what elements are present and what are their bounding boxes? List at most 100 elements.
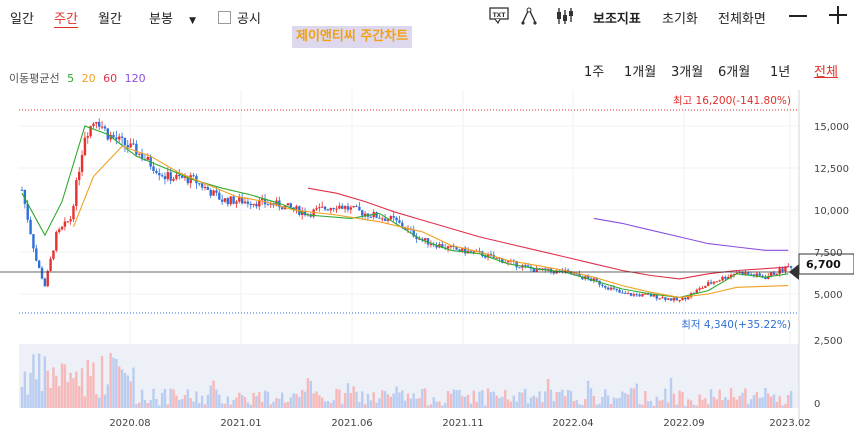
candle-body <box>772 272 776 275</box>
txt-icon[interactable]: TXT <box>489 6 509 24</box>
tab-minute[interactable]: 분봉 ▼ <box>149 8 196 27</box>
volume-bar <box>552 401 556 408</box>
volume-bar <box>406 393 410 408</box>
candle-body <box>383 218 387 221</box>
drawing-icon[interactable] <box>520 6 538 26</box>
period-6m[interactable]: 6개월 <box>718 65 751 80</box>
volume-bar <box>684 405 687 408</box>
volume-bar <box>592 395 596 408</box>
volume-bar <box>223 403 227 408</box>
volume-bar <box>212 380 215 408</box>
volume-bar <box>189 398 192 408</box>
volume-bar <box>206 394 210 408</box>
candle-body <box>524 265 527 267</box>
volume-bar <box>484 405 487 408</box>
ma-60-label: 60 <box>103 72 118 85</box>
y-tick-label: 5,000 <box>814 290 843 301</box>
volume-bar <box>575 399 578 408</box>
candle-body <box>501 258 504 263</box>
volume-bar <box>718 389 721 408</box>
candle-body <box>646 293 650 295</box>
volume-bar <box>280 392 284 408</box>
candle-body <box>235 201 238 204</box>
candle-body <box>695 289 698 294</box>
volume-bar <box>749 399 753 408</box>
volume-bar <box>641 404 644 408</box>
candle-body <box>43 278 47 287</box>
candle-body <box>572 273 576 275</box>
volume-bar <box>687 399 690 408</box>
disclosure-checkbox[interactable] <box>218 11 231 24</box>
candle-body <box>135 143 138 155</box>
chevron-down-icon[interactable]: ▼ <box>189 16 196 26</box>
candle-body <box>569 271 573 274</box>
candle-body <box>401 222 404 228</box>
candle-body <box>669 298 673 301</box>
candle-body <box>29 219 32 235</box>
candle-body <box>378 217 381 219</box>
volume-bar <box>443 402 447 408</box>
candle-body <box>166 172 170 180</box>
candle-body <box>546 268 550 271</box>
period-all[interactable]: 전체 <box>814 65 838 80</box>
candle-body <box>260 198 264 201</box>
candle-body <box>412 229 415 237</box>
candle-body <box>586 276 590 279</box>
fullscreen-button[interactable]: 전체화면 <box>718 12 766 27</box>
volume-bar <box>747 403 750 408</box>
x-tick-label: 2021.11 <box>442 418 483 429</box>
y-tick-label: 12,500 <box>814 164 849 175</box>
volume-bar <box>403 400 407 408</box>
candle-body <box>75 180 78 206</box>
candle-body <box>23 189 27 204</box>
volume-bar <box>226 396 230 408</box>
ma-legend-label: 이동평균선 <box>9 72 60 85</box>
candle-body <box>418 238 421 240</box>
volume-bar <box>361 391 364 408</box>
period-3m[interactable]: 3개월 <box>671 65 704 80</box>
volume-bar <box>40 391 44 408</box>
volume-bar <box>355 391 358 408</box>
volume-bar <box>541 402 544 408</box>
candle-body <box>203 187 207 189</box>
disclosure-label: 공시 <box>237 12 261 27</box>
period-1y[interactable]: 1년 <box>770 65 791 80</box>
volume-bar <box>138 402 141 408</box>
volume-bar <box>112 357 115 408</box>
disclosure-toggle[interactable]: 공시 <box>218 8 261 27</box>
minus-icon[interactable] <box>788 8 808 24</box>
candle-body <box>140 153 144 160</box>
candle-body <box>752 274 756 276</box>
volume-bar <box>289 397 292 408</box>
candle-body <box>315 208 318 210</box>
candle-icon[interactable] <box>555 6 575 26</box>
volume-bar <box>37 353 41 408</box>
candle-body <box>341 205 344 209</box>
candle-body <box>129 143 132 148</box>
tab-monthly[interactable]: 월간 <box>98 12 122 27</box>
tab-weekly[interactable]: 주간 <box>54 8 78 28</box>
reset-button[interactable]: 초기화 <box>662 12 698 27</box>
candle-body <box>421 238 424 241</box>
volume-bar <box>346 383 350 408</box>
period-1m[interactable]: 1개월 <box>624 65 657 80</box>
volume-bar <box>383 391 387 408</box>
volume-bar <box>469 403 473 408</box>
candle-body <box>66 221 69 223</box>
candle-body <box>629 293 633 296</box>
candle-body <box>495 257 498 259</box>
plus-icon[interactable] <box>828 5 848 25</box>
volume-bar <box>298 396 301 408</box>
tab-daily[interactable]: 일간 <box>10 12 34 27</box>
sub-indicator-button[interactable]: 보조지표 <box>593 12 641 27</box>
candle-body <box>152 166 155 171</box>
period-1w[interactable]: 1주 <box>584 65 605 80</box>
volume-bar <box>778 396 781 408</box>
candle-body <box>258 200 261 207</box>
ma120-line <box>593 217 789 251</box>
volume-bar <box>392 393 395 408</box>
volume-bar <box>52 367 55 408</box>
volume-bar <box>609 404 613 408</box>
candle-body <box>323 206 327 210</box>
